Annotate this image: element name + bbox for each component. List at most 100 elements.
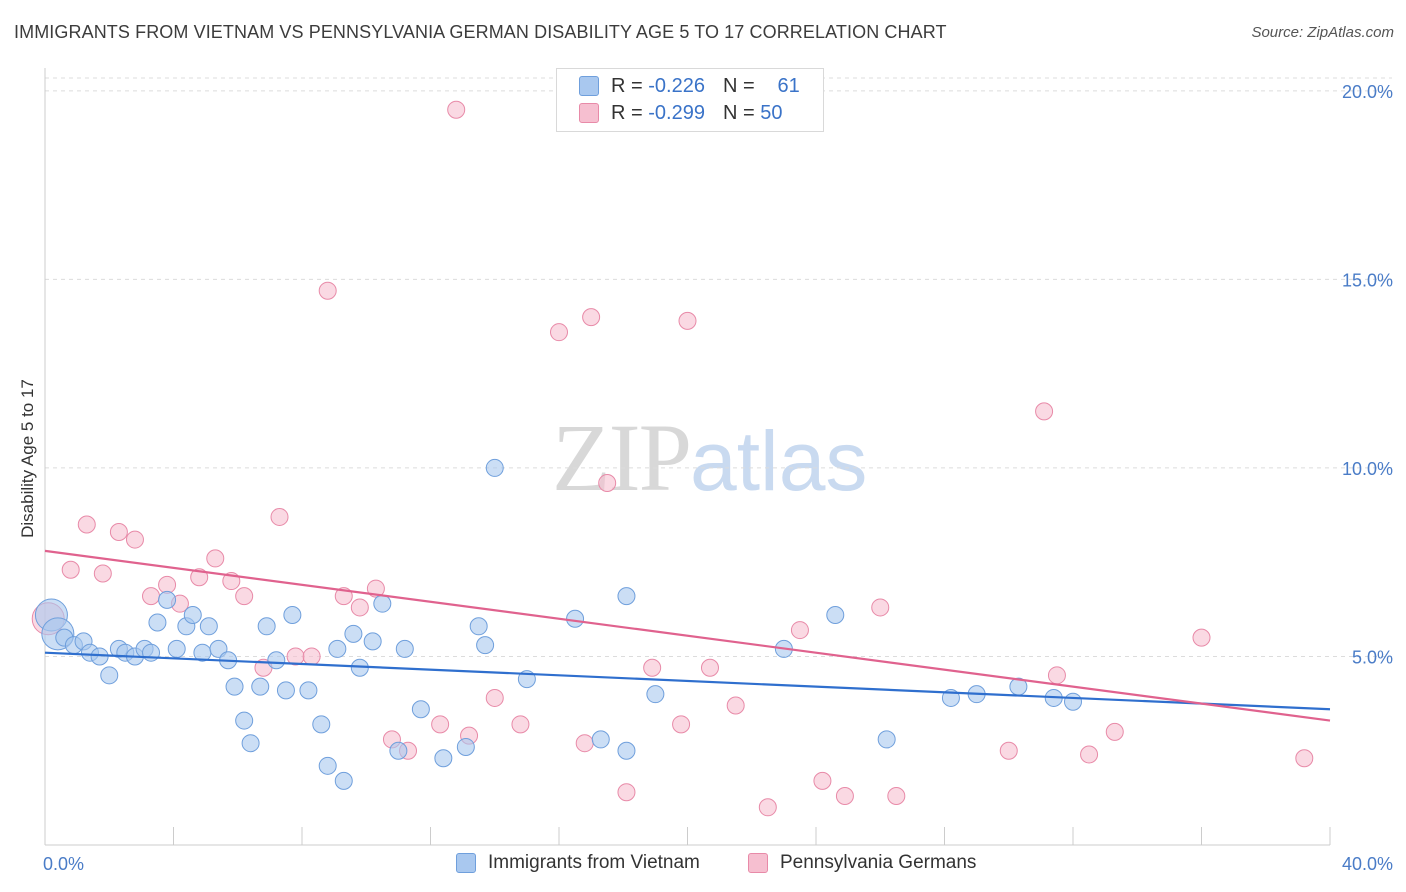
y-tick-label-2: 15.0%: [1342, 270, 1393, 290]
point-vietnam-41: [411, 700, 430, 719]
point-vietnam-52: [646, 685, 665, 704]
legend-item-vietnam[interactable]: Immigrants from Vietnam: [456, 852, 700, 874]
point-vietnam-13: [148, 613, 167, 632]
point-pennsylvania-2: [77, 515, 96, 534]
watermark-atlas: atlas: [690, 414, 868, 508]
r-value: -0.299: [648, 101, 705, 124]
point-pennsylvania-49: [1192, 628, 1211, 647]
point-vietnam-24: [241, 734, 260, 753]
point-pennsylvania-34: [672, 715, 691, 734]
point-vietnam-25: [251, 677, 270, 696]
point-vietnam-45: [476, 636, 495, 655]
point-vietnam-49: [591, 730, 610, 749]
point-vietnam-19: [199, 617, 218, 636]
point-vietnam-55: [877, 730, 896, 749]
point-pennsylvania-29: [575, 734, 594, 753]
point-vietnam-31: [312, 715, 331, 734]
legend-swatch-pink: [748, 853, 768, 873]
point-vietnam-38: [373, 594, 392, 613]
point-pennsylvania-1: [61, 560, 80, 579]
source-label: Source: ZipAtlas.com: [1251, 24, 1394, 41]
point-vietnam-40: [395, 639, 414, 658]
n-label: N =: [722, 101, 755, 124]
point-pennsylvania-30: [582, 308, 601, 327]
point-pennsylvania-7: [158, 575, 177, 594]
point-vietnam-34: [334, 771, 353, 790]
point-vietnam-44: [469, 617, 488, 636]
point-pennsylvania-36: [700, 658, 719, 677]
legend-item-pennsylvania[interactable]: Pennsylvania Germans: [748, 852, 976, 874]
point-vietnam-33: [328, 639, 347, 658]
point-pennsylvania-17: [318, 281, 337, 300]
point-vietnam-26: [257, 617, 276, 636]
watermark-zip: ZIP: [552, 404, 692, 511]
point-vietnam-7: [100, 666, 119, 685]
point-pennsylvania-35: [678, 311, 697, 330]
point-vietnam-29: [283, 605, 302, 624]
point-vietnam-28: [276, 681, 295, 700]
n-value: 61: [777, 74, 800, 97]
point-pennsylvania-20: [366, 579, 385, 598]
x-tick-label-0: 0.0%: [43, 854, 84, 874]
point-pennsylvania-6: [142, 587, 161, 606]
point-vietnam-35: [344, 624, 363, 643]
point-vietnam-51: [617, 587, 636, 606]
point-pennsylvania-27: [511, 715, 530, 734]
series-legend: Immigrants from Vietnam Pennsylvania Ger…: [0, 852, 1406, 878]
stats-legend-row-pennsylvania: R = -0.299 N = 50: [579, 100, 782, 126]
point-pennsylvania-12: [235, 587, 254, 606]
point-pennsylvania-33: [643, 658, 662, 677]
point-pennsylvania-26: [485, 688, 504, 707]
point-pennsylvania-40: [813, 771, 832, 790]
point-pennsylvania-32: [617, 783, 636, 802]
point-pennsylvania-24: [447, 100, 466, 119]
point-vietnam-60: [1064, 692, 1082, 711]
legend-swatch-blue: [579, 76, 599, 96]
point-pennsylvania-38: [758, 798, 777, 817]
point-pennsylvania-47: [1080, 745, 1099, 764]
point-vietnam-30: [299, 681, 318, 700]
trend-line-vietnam: [44, 651, 1331, 711]
point-pennsylvania-37: [726, 696, 745, 715]
point-vietnam-54: [826, 605, 845, 624]
point-vietnam-15: [167, 639, 186, 658]
point-vietnam-6: [90, 647, 109, 666]
point-pennsylvania-9: [190, 568, 209, 587]
point-pennsylvania-45: [1035, 402, 1054, 421]
x-tick-label-1: 40.0%: [1342, 854, 1393, 874]
point-pennsylvania-48: [1105, 722, 1124, 741]
point-vietnam-23: [235, 711, 254, 730]
point-vietnam-37: [363, 632, 382, 651]
r-value: -0.226: [648, 74, 705, 97]
stats-legend-row-vietnam: R = -0.226 N = 61: [579, 73, 800, 99]
point-pennsylvania-41: [835, 786, 854, 805]
point-vietnam-22: [225, 677, 244, 696]
point-pennsylvania-39: [790, 621, 809, 640]
point-pennsylvania-44: [999, 741, 1018, 760]
point-vietnam-50: [617, 741, 636, 760]
point-vietnam-32: [318, 756, 337, 775]
point-pennsylvania-19: [350, 598, 369, 617]
chart-title: IMMIGRANTS FROM VIETNAM VS PENNSYLVANIA …: [14, 22, 947, 42]
n-value: 50: [760, 101, 783, 124]
y-tick-label-3: 20.0%: [1342, 82, 1393, 102]
r-label: R =: [611, 74, 643, 97]
point-pennsylvania-3: [93, 564, 112, 583]
point-pennsylvania-4: [109, 523, 128, 542]
point-vietnam-14: [158, 590, 177, 609]
point-pennsylvania-14: [270, 507, 289, 526]
legend-swatch-blue: [456, 853, 476, 873]
watermark: ZIPatlas: [552, 402, 867, 513]
point-pennsylvania-10: [206, 549, 225, 568]
point-vietnam-42: [434, 749, 453, 768]
n-label: N =: [722, 74, 755, 97]
point-vietnam-43: [456, 737, 475, 756]
point-pennsylvania-50: [1295, 749, 1314, 768]
point-vietnam-46: [485, 458, 504, 477]
y-tick-label-1: 10.0%: [1342, 459, 1393, 479]
point-pennsylvania-5: [125, 530, 144, 549]
point-pennsylvania-43: [887, 786, 906, 805]
legend-label-vietnam: Immigrants from Vietnam: [488, 852, 700, 873]
point-pennsylvania-46: [1047, 666, 1066, 685]
